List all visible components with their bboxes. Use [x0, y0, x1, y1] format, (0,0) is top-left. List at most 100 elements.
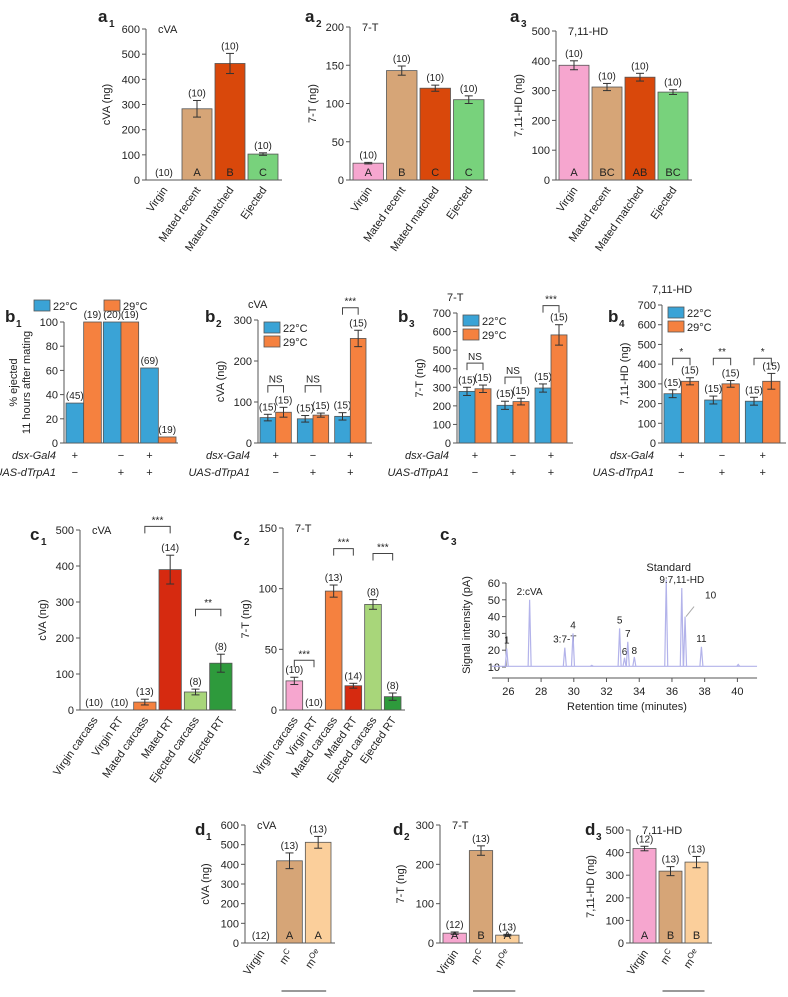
bar	[386, 70, 418, 181]
genotype-label: dsx-Gal4	[610, 450, 654, 462]
n-label: (10)	[155, 168, 173, 179]
significance-bracket	[542, 305, 560, 313]
category-sup: Oe	[307, 946, 321, 960]
y-tick-label: 150	[326, 60, 344, 72]
genotype-label: UAS-dTrpA1	[0, 467, 56, 479]
y-tick-label: 300	[56, 597, 74, 609]
y-axis-label: 7-T (ng)	[414, 359, 426, 398]
y-tick-label: 400	[638, 359, 656, 371]
bar	[304, 841, 332, 944]
y-tick-label: 500	[638, 339, 656, 351]
chromatogram-peak	[589, 664, 594, 667]
significance-label: ***	[377, 542, 389, 553]
n-label: (15)	[681, 366, 699, 377]
genotype-sign: −	[310, 450, 316, 462]
panel-label: b	[205, 307, 215, 326]
n-label: (45)	[66, 391, 84, 402]
n-label: (15)	[296, 404, 314, 415]
n-label: (10)	[598, 71, 616, 82]
bar	[474, 388, 492, 444]
genotype-label: UAS-dTrpA1	[387, 467, 449, 479]
y-tick-label: 500	[532, 26, 550, 38]
n-label: (15)	[664, 378, 682, 389]
n-label: (10)	[565, 49, 583, 60]
peak-label: 11	[696, 634, 707, 645]
peak-label: 1	[504, 636, 510, 647]
n-label: (15)	[496, 389, 514, 400]
peak-leader	[685, 606, 695, 617]
y-tick-label: 50	[265, 644, 277, 656]
panel-label: b	[5, 307, 15, 326]
n-label: (10)	[221, 41, 239, 52]
significance-bracket	[293, 659, 315, 668]
y-tick-label: 0	[271, 705, 277, 717]
genotype-sign: −	[118, 450, 124, 462]
y-tick-label: 100	[638, 418, 656, 430]
y-tick-label: 300	[122, 100, 140, 112]
group-letter: A	[570, 167, 578, 179]
chart-title: cVA	[257, 820, 277, 832]
n-label: (10)	[85, 698, 103, 709]
bar	[744, 400, 764, 444]
category-label: Virgin	[555, 185, 581, 215]
chart-title: 7,11-HD	[568, 26, 608, 38]
category-label: Virgin	[435, 948, 461, 978]
y-tick-label: 600	[638, 320, 656, 332]
category-label: Virgin	[349, 185, 375, 215]
n-label: (10)	[305, 698, 323, 709]
genotype-sign: +	[510, 467, 516, 479]
significance-bracket	[753, 357, 772, 366]
y-tick-label: 300	[532, 86, 550, 98]
bar	[157, 436, 177, 444]
n-label: (15)	[550, 313, 568, 324]
bar	[680, 380, 700, 444]
y-tick-label: 600	[122, 24, 140, 36]
y-tick-label: 0	[233, 938, 239, 950]
panel-label-sub: 4	[619, 319, 625, 330]
n-label: (13)	[325, 573, 343, 584]
y-tick-label: 400	[606, 848, 624, 860]
y-axis-label: % ejected	[8, 358, 20, 406]
y-tick-label: 100	[433, 419, 451, 431]
genotype-sign: −	[272, 467, 278, 479]
genotype-sign: +	[472, 450, 478, 462]
legend-swatch	[103, 299, 121, 312]
bar	[458, 390, 476, 444]
x-tick-label: 40	[731, 686, 743, 698]
y-tick-label: 0	[618, 938, 624, 950]
category-label: Virgin	[241, 948, 267, 978]
chart-title: cVA	[158, 24, 178, 36]
category-label: mOe	[680, 946, 704, 971]
y-tick-label: 80	[46, 341, 58, 353]
genotype-label: UAS-dTrpA1	[592, 467, 654, 479]
y-tick-label: 200	[326, 22, 344, 34]
n-label: (13)	[309, 824, 327, 835]
panel-label-sub: 3	[409, 319, 415, 330]
legend-swatch	[462, 314, 480, 327]
category-sup: C	[281, 946, 292, 956]
panel-d3: 0 100 200 300 400 500 7,11-HD (ng) 7,11-HD d 3 (12…	[585, 820, 720, 997]
panel-label-sub: 1	[206, 832, 212, 843]
n-label: (19)	[158, 425, 176, 436]
y-tick-label: 0	[650, 438, 656, 450]
y-tick-label: 30	[488, 628, 500, 640]
y-tick-label: 0	[134, 175, 140, 187]
n-label: (12)	[252, 931, 270, 942]
chromatogram-peak	[527, 599, 532, 667]
legend-swatch	[667, 306, 685, 319]
n-label: (14)	[161, 543, 179, 554]
genotype-label: dsx-Gal4	[405, 450, 449, 462]
y-tick-label: 100	[532, 145, 550, 157]
panel-label: a	[305, 7, 315, 26]
y-axis-label: 7,11-HD (ng)	[585, 855, 597, 918]
genotype-sign: +	[118, 467, 124, 479]
legend-label: 22°C	[482, 316, 507, 328]
y-tick-label: 600	[221, 820, 239, 832]
n-label: (69)	[141, 356, 159, 367]
genotype-sign: +	[719, 467, 725, 479]
significance-label: ***	[545, 295, 557, 306]
panel-label: c	[233, 525, 242, 544]
y-axis-label: 11 hours after mating	[21, 331, 33, 434]
